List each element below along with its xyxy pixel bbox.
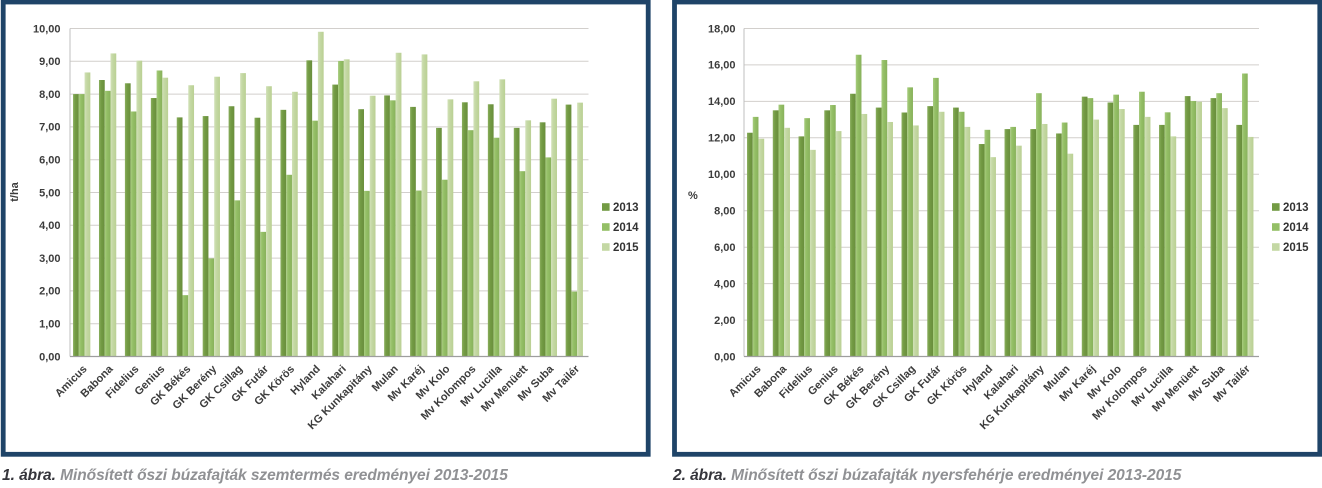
svg-text:9,00: 9,00 [39,56,60,68]
svg-text:10,00: 10,00 [33,23,61,35]
svg-text:7,00: 7,00 [39,122,60,134]
svg-text:2. ábra. Minősített őszi búzaf: 2. ábra. Minősített őszi búzafajták nyer… [672,467,1182,484]
svg-text:2014: 2014 [613,222,639,234]
svg-text:6,00: 6,00 [39,155,60,167]
svg-text:3,00: 3,00 [39,253,60,265]
svg-text:16,00: 16,00 [708,60,736,72]
svg-text:t/ha: t/ha [9,181,21,201]
svg-text:2013: 2013 [613,202,639,214]
svg-text:2,00: 2,00 [714,315,735,327]
svg-text:2014: 2014 [1283,222,1309,234]
svg-text:2013: 2013 [1283,202,1309,214]
svg-text:0,00: 0,00 [39,351,60,363]
svg-text:10,00: 10,00 [708,169,736,181]
svg-text:8,00: 8,00 [39,89,60,101]
svg-text:4,00: 4,00 [39,220,60,232]
svg-text:12,00: 12,00 [708,133,736,145]
svg-text:14,00: 14,00 [708,96,736,108]
svg-text:%: % [688,190,698,202]
svg-text:2,00: 2,00 [39,286,60,298]
svg-text:2015: 2015 [1283,242,1309,254]
svg-text:4,00: 4,00 [714,278,735,290]
svg-text:1,00: 1,00 [39,319,60,331]
svg-text:1. ábra. Minősített őszi búzaf: 1. ábra. Minősített őszi búzafajták szem… [2,467,508,484]
svg-text:2015: 2015 [613,242,639,254]
svg-text:18,00: 18,00 [708,23,736,35]
svg-text:6,00: 6,00 [714,242,735,254]
svg-text:8,00: 8,00 [714,206,735,218]
svg-text:5,00: 5,00 [39,187,60,199]
svg-text:0,00: 0,00 [714,351,735,363]
